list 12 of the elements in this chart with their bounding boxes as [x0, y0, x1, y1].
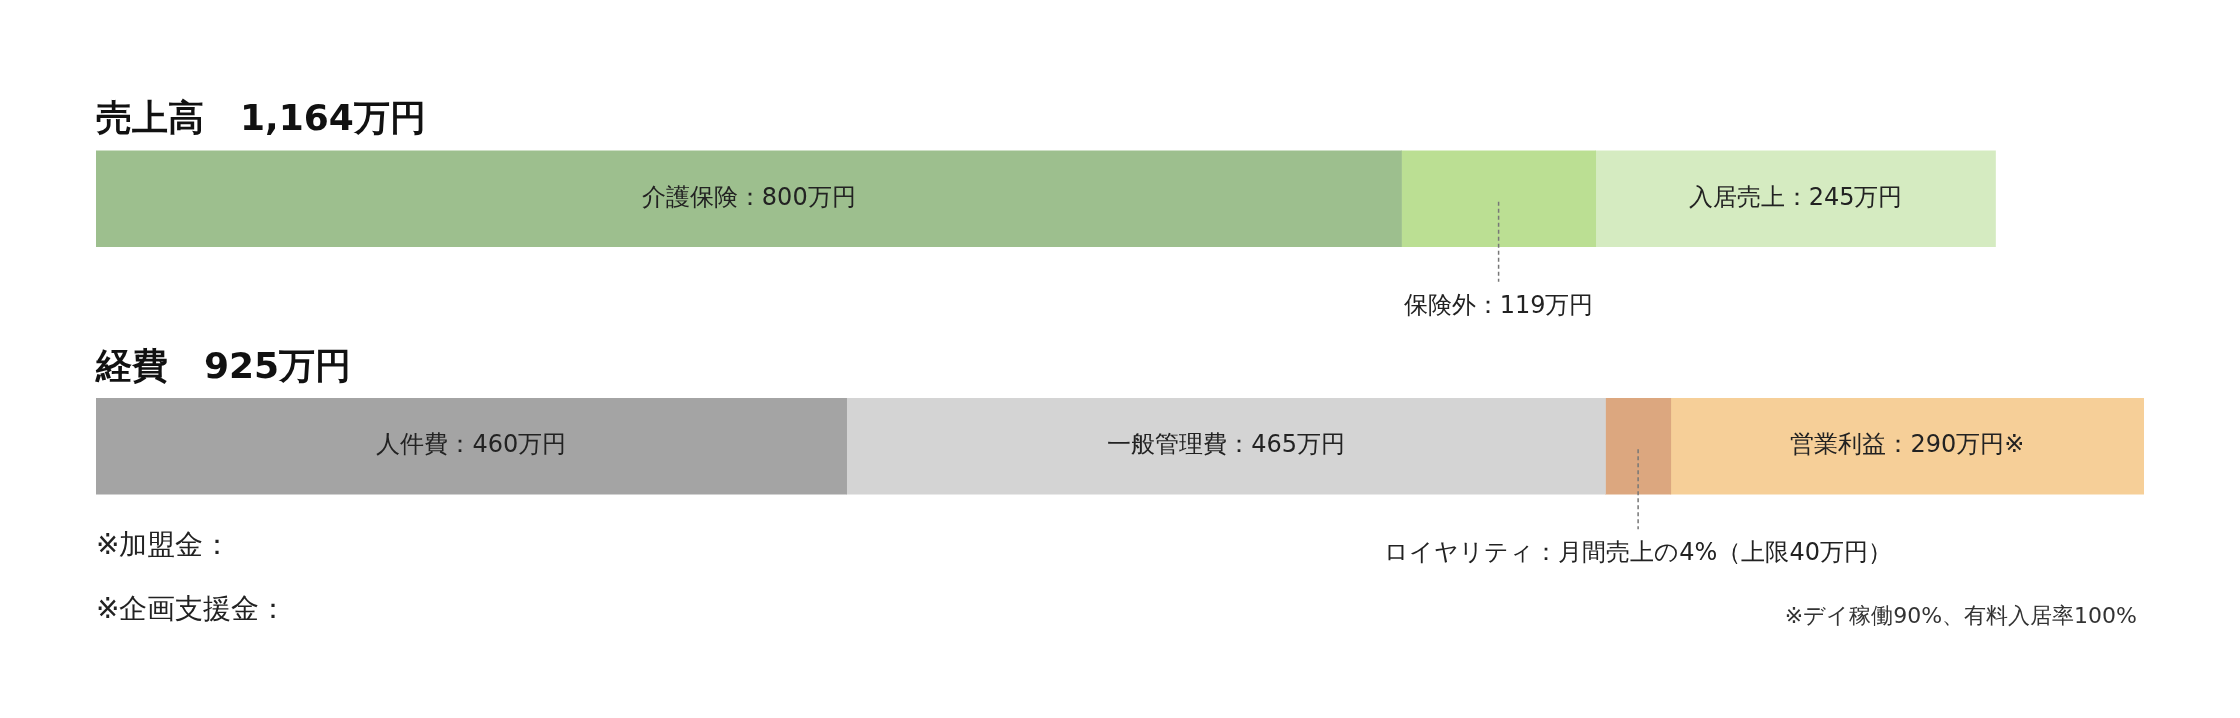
data-label: 介護保険：800万円	[641, 182, 856, 211]
data-label: 人件費：460万円	[376, 430, 567, 459]
data-label: 入居売上：245万円	[1688, 182, 1903, 211]
text: ※企画支援金：	[96, 592, 288, 626]
data-label: 一般管理費：465万円	[1107, 430, 1345, 459]
text: ※加盟金：	[96, 528, 232, 562]
y-tick-label: 経費 925万円	[95, 344, 352, 386]
data-label: 保険外：119万円	[1403, 290, 1594, 319]
data-label: 営業利益：290万円※	[1790, 430, 2025, 459]
data-label: ロイヤリティ：月間売上の4%（上限40万円）	[1384, 538, 1892, 567]
y-tick-label: 売上高 1,164万円	[96, 97, 426, 139]
text: ※デイ稼働90%、有料入居率100%	[1784, 602, 2137, 628]
